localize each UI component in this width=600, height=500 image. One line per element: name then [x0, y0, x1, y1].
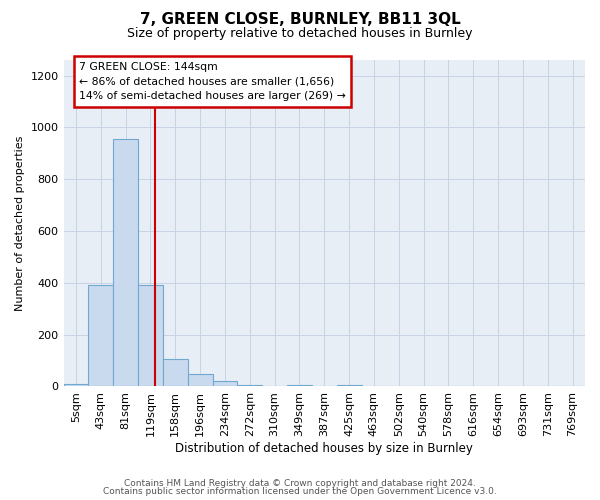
Y-axis label: Number of detached properties: Number of detached properties — [15, 136, 25, 311]
Text: Contains HM Land Registry data © Crown copyright and database right 2024.: Contains HM Land Registry data © Crown c… — [124, 478, 476, 488]
Bar — [212, 381, 238, 386]
Bar — [163, 358, 188, 386]
Bar — [188, 374, 212, 386]
Bar — [88, 284, 113, 386]
Bar — [238, 385, 262, 386]
Bar — [138, 284, 163, 386]
Bar — [113, 139, 138, 386]
Bar — [64, 384, 88, 386]
Text: Contains public sector information licensed under the Open Government Licence v3: Contains public sector information licen… — [103, 487, 497, 496]
Bar — [337, 385, 362, 386]
Text: 7, GREEN CLOSE, BURNLEY, BB11 3QL: 7, GREEN CLOSE, BURNLEY, BB11 3QL — [140, 12, 460, 28]
Text: 7 GREEN CLOSE: 144sqm
← 86% of detached houses are smaller (1,656)
14% of semi-d: 7 GREEN CLOSE: 144sqm ← 86% of detached … — [79, 62, 346, 101]
X-axis label: Distribution of detached houses by size in Burnley: Distribution of detached houses by size … — [175, 442, 473, 455]
Bar — [287, 385, 312, 386]
Text: Size of property relative to detached houses in Burnley: Size of property relative to detached ho… — [127, 28, 473, 40]
